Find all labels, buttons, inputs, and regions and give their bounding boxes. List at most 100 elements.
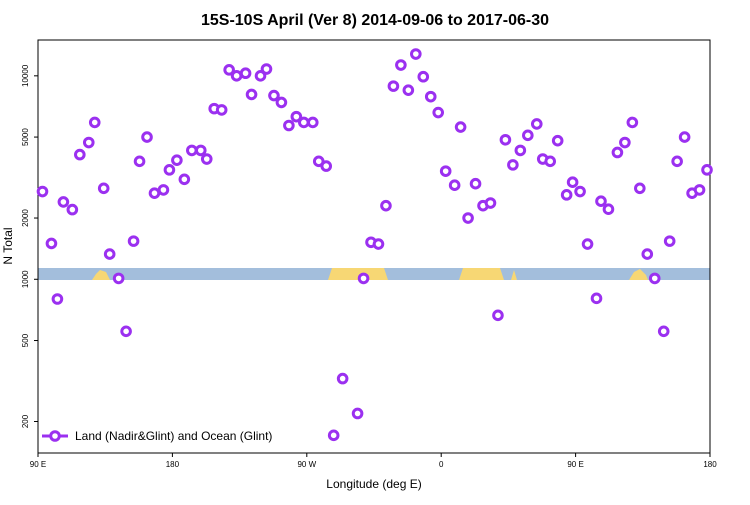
point	[120, 325, 132, 338]
point	[626, 116, 639, 129]
y-axis-label: N Total	[1, 227, 15, 264]
point	[671, 155, 683, 168]
point	[424, 90, 437, 103]
point	[141, 131, 153, 143]
point	[327, 429, 340, 442]
x-tick-label: 180	[703, 460, 717, 469]
y-tick-label: 500	[21, 333, 30, 347]
point	[186, 144, 198, 157]
x-tick-label: 90 W	[297, 460, 316, 469]
point	[283, 119, 295, 132]
point	[410, 48, 422, 60]
point	[602, 203, 615, 216]
point	[395, 59, 407, 71]
point	[663, 235, 676, 247]
point	[634, 182, 646, 195]
point	[657, 325, 670, 338]
point	[157, 184, 170, 196]
point	[133, 155, 146, 168]
point	[566, 176, 579, 189]
point	[590, 292, 603, 305]
point	[595, 195, 607, 207]
point	[200, 153, 213, 165]
point	[171, 154, 183, 166]
land-ocean-strip	[38, 268, 710, 280]
y-tick-label: 2000	[21, 209, 30, 227]
point	[448, 179, 461, 192]
land-region	[629, 269, 648, 280]
point	[432, 106, 445, 119]
point	[678, 131, 691, 143]
x-axis-label: Longitude (deg E)	[326, 477, 421, 491]
land-region	[511, 270, 517, 280]
point	[439, 165, 452, 177]
y-tick-label: 200	[21, 414, 30, 428]
point	[215, 104, 228, 116]
x-tick-label: 90 E	[30, 460, 46, 469]
point	[611, 146, 624, 159]
point	[581, 238, 594, 250]
point	[492, 309, 504, 322]
point	[178, 173, 191, 186]
point	[544, 155, 557, 168]
point	[522, 129, 534, 142]
point	[693, 184, 706, 196]
point	[530, 118, 543, 130]
point	[239, 67, 252, 80]
y-tick-label: 1000	[21, 270, 30, 288]
y-tick-label: 10000	[21, 64, 30, 87]
point	[499, 133, 512, 146]
point	[97, 182, 110, 195]
point	[641, 248, 654, 260]
chart-title: 15S-10S April (Ver 8) 2014-09-06 to 2017…	[201, 12, 549, 29]
point	[462, 212, 474, 224]
point	[82, 136, 95, 149]
point	[51, 293, 64, 305]
point	[306, 116, 319, 129]
point	[380, 199, 392, 212]
point	[268, 89, 280, 102]
point	[112, 272, 125, 285]
plot-frame	[37, 39, 711, 454]
point	[484, 197, 497, 209]
point	[194, 144, 207, 157]
point	[648, 272, 661, 285]
point	[260, 63, 273, 75]
point	[514, 144, 527, 157]
point	[45, 237, 58, 250]
point	[223, 64, 235, 76]
point	[57, 196, 70, 208]
y-tick-label: 5000	[21, 128, 30, 146]
point	[290, 110, 303, 123]
point	[402, 84, 415, 96]
point	[701, 164, 713, 176]
land-region	[328, 268, 388, 280]
point	[230, 70, 243, 82]
point	[88, 116, 101, 129]
point	[127, 235, 140, 247]
point	[417, 70, 430, 83]
point	[351, 407, 364, 420]
point	[357, 272, 370, 285]
point	[320, 160, 333, 172]
legend-marker	[49, 430, 61, 442]
land-region	[459, 268, 504, 280]
point	[454, 121, 467, 133]
legend-label: Land (Nadir&Glint) and Ocean (Glint)	[75, 429, 272, 443]
point	[387, 80, 400, 92]
point	[163, 164, 176, 176]
point	[551, 134, 564, 147]
point	[36, 185, 49, 198]
point	[245, 88, 258, 101]
point	[66, 203, 79, 216]
point	[103, 248, 116, 260]
point	[619, 136, 631, 149]
point	[560, 189, 573, 201]
point	[336, 372, 349, 385]
land-region	[92, 270, 110, 280]
point	[469, 177, 482, 190]
point	[74, 148, 86, 161]
series	[36, 48, 713, 442]
